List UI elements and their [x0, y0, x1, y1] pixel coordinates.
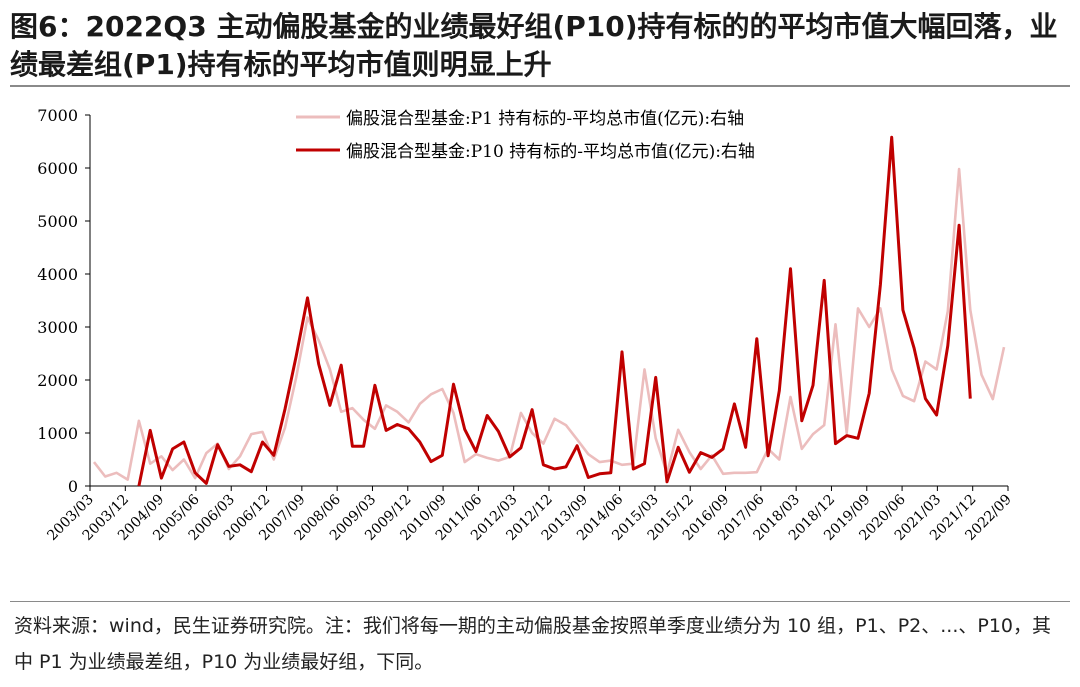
y-tick-label: 1000 [37, 424, 78, 443]
series-line-p1 [92, 167, 1006, 481]
y-tick-label: 2000 [37, 371, 78, 390]
source-divider [10, 601, 1070, 602]
source-note: 资料来源：wind，民生证券研究院。注：我们将每一期的主动偏股基金按照单季度业绩… [14, 615, 1052, 673]
line-chart: 0 1000 2000 3000 4000 5000 6000 7000 2003/03 2003… [0, 88, 1080, 600]
legend-label-p1: 偏股混合型基金:P1 持有标的-平均总市值(亿元):右轴 [346, 109, 744, 129]
y-tick-label: 4000 [37, 265, 78, 284]
legend-label-p10: 偏股混合型基金:P10 持有标的-平均总市值(亿元):右轴 [346, 142, 755, 162]
chart-title: 图6：2022Q3 主动偏股基金的业绩最好组(P10)持有标的的平均市值大幅回落… [10, 10, 1058, 81]
y-tick-label: 0 [68, 477, 78, 496]
y-tick-label: 5000 [37, 212, 78, 231]
y-tick-label: 3000 [37, 318, 78, 337]
y-tick-label: 7000 [37, 106, 78, 125]
title-divider [10, 85, 1070, 87]
y-tick-label: 6000 [37, 159, 78, 178]
series-line-p10 [137, 135, 972, 487]
